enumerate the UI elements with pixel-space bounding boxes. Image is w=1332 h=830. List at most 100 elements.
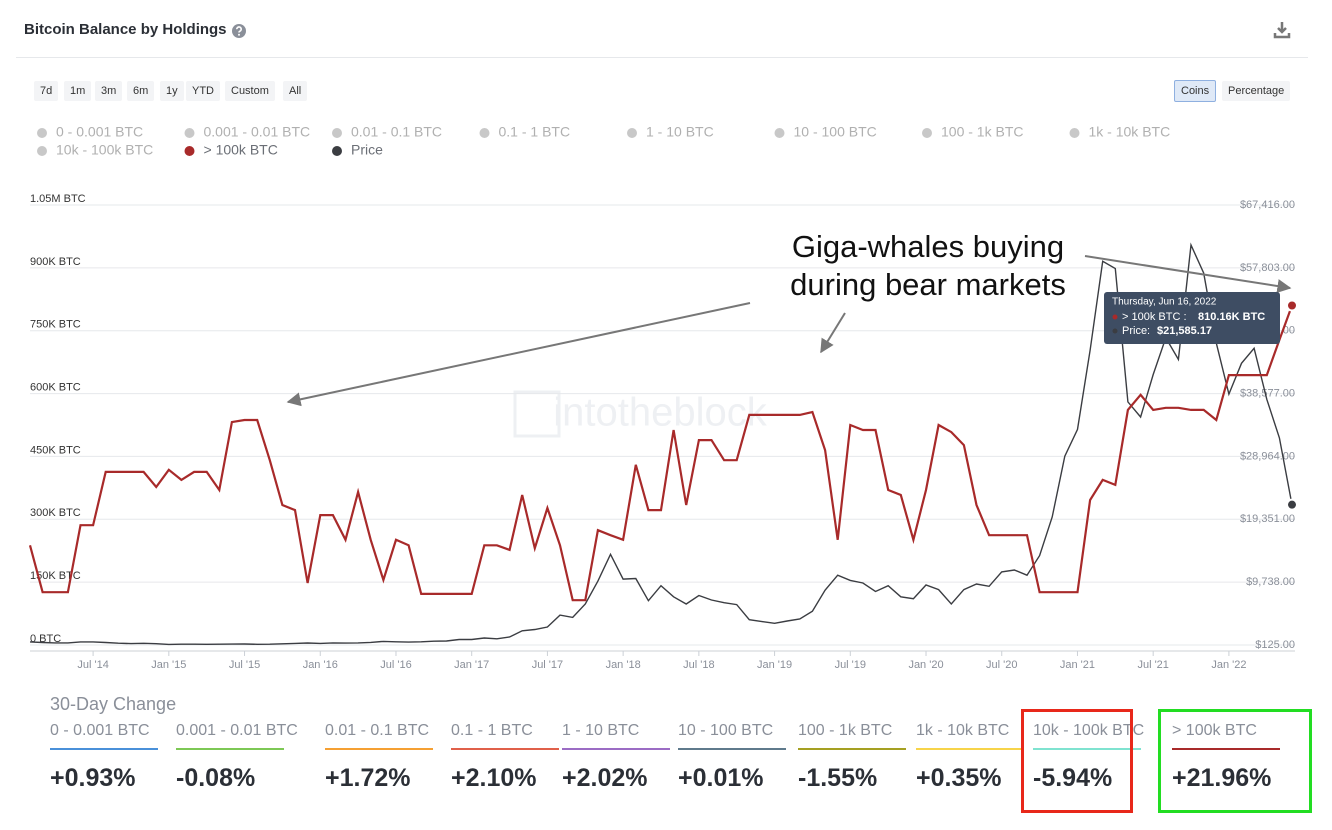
change-name: 10k - 100k BTC [1033, 722, 1145, 739]
y-tick-label: 450K BTC [30, 444, 81, 456]
y2-tick-label: $38,577.00 [1240, 387, 1295, 399]
x-tick-label: Jul '19 [835, 659, 866, 671]
divider [16, 57, 1308, 58]
tooltip-price: $21,585.17 [1157, 325, 1212, 337]
watermark: intotheblock [553, 391, 767, 435]
title: Bitcoin Balance by Holdings [24, 21, 227, 38]
y-tick-label: 900K BTC [30, 256, 81, 268]
change-value: -1.55% [798, 764, 878, 792]
change-underline [562, 748, 670, 750]
change-underline [1033, 748, 1141, 750]
x-tick-label: Jul '18 [683, 659, 714, 671]
change-value: +21.96% [1172, 764, 1272, 792]
annotation-arrow [820, 312, 846, 354]
legend-label[interactable]: 10 - 100 BTC [794, 124, 877, 140]
legend-label[interactable]: 0 - 0.001 BTC [56, 124, 143, 140]
change-name: 10 - 100 BTC [678, 722, 774, 739]
legend-marker [332, 128, 342, 138]
series-line [29, 242, 1293, 646]
x-tick-label: Jan '19 [757, 659, 792, 671]
change-value: +0.01% [678, 764, 764, 792]
change-value: +2.10% [451, 764, 537, 792]
legend-marker [627, 128, 637, 138]
y2-tick-label: $125.00 [1255, 639, 1295, 651]
tooltip-date: Thursday, Jun 16, 2022 [1112, 297, 1217, 308]
y-tick-label: 300K BTC [30, 507, 81, 519]
change-name: > 100k BTC [1172, 722, 1257, 739]
legend-label[interactable]: 0.01 - 0.1 BTC [351, 124, 442, 140]
tooltip-marker [1112, 328, 1118, 334]
change-column: 10 - 100 BTC +0.01% [678, 722, 796, 793]
range-button[interactable]: 1m [64, 81, 92, 101]
legend-marker [332, 146, 342, 156]
y-tick-label: 150K BTC [30, 570, 81, 582]
annotation-arrow [1084, 255, 1292, 293]
legend-marker [184, 146, 195, 156]
annotation: during bear markets [790, 267, 1066, 302]
x-tick-label: Jan '21 [1060, 659, 1095, 671]
range-button[interactable]: Custom [225, 81, 275, 101]
y2-tick-label: $19,351.00 [1240, 513, 1295, 525]
y2-tick-label: $28,964.00 [1240, 450, 1295, 462]
y-tick-label: 600K BTC [30, 381, 81, 393]
legend-marker [774, 128, 785, 138]
change-name: 0 - 0.001 BTC [50, 722, 150, 739]
change-value: +2.02% [562, 764, 648, 792]
change-name: 1k - 10k BTC [916, 722, 1010, 739]
legend-label[interactable]: > 100k BTC [204, 142, 278, 158]
legend-label[interactable]: 100 - 1k BTC [941, 124, 1023, 140]
change-underline [798, 748, 906, 750]
x-tick-label: Jul '20 [986, 659, 1017, 671]
chart: 0 - 0.001 BTC 0.001 - 0.01 BTC 0.01 - 0.1 … [28, 124, 1298, 671]
x-tick-label: Jan '15 [151, 659, 186, 671]
change-name: 0.001 - 0.01 BTC [176, 722, 298, 739]
change-column: 0.001 - 0.01 BTC -0.08% [176, 722, 298, 793]
change-underline [678, 748, 786, 750]
legend-marker [1069, 128, 1080, 138]
x-tick-label: Jan '20 [908, 659, 943, 671]
change-name: 100 - 1k BTC [798, 722, 893, 739]
legend-label[interactable]: 0.001 - 0.01 BTC [204, 124, 311, 140]
change-underline [1172, 748, 1280, 750]
legend-label[interactable]: 1 - 10 BTC [646, 124, 714, 140]
legend-label[interactable]: Price [351, 142, 383, 158]
x-tick-label: Jul '21 [1137, 659, 1168, 671]
watermark-logo [513, 390, 561, 438]
change-column: 1 - 10 BTC +2.02% [562, 722, 680, 793]
y2-tick-label: $57,803.00 [1240, 262, 1295, 274]
download-icon[interactable] [1272, 20, 1292, 40]
legend-marker [184, 128, 195, 138]
change-name: 0.1 - 1 BTC [451, 722, 533, 739]
view-button[interactable]: Coins [1174, 80, 1217, 102]
x-tick-label: Jan '22 [1211, 659, 1246, 671]
hover-point [1286, 498, 1298, 511]
tooltip-series: > 100k BTC : [1122, 311, 1187, 323]
tooltip-value: 810.16K BTC [1198, 311, 1265, 323]
change-value: -0.08% [176, 764, 256, 792]
view-button[interactable]: Percentage [1222, 81, 1291, 101]
legend-label[interactable]: 10k - 100k BTC [56, 142, 153, 158]
range-button[interactable]: 7d [34, 81, 59, 101]
change-underline [50, 748, 158, 750]
change-underline [325, 748, 433, 750]
change-title: 30-Day Change [50, 694, 177, 714]
x-tick-label: Jul '14 [77, 659, 108, 671]
x-tick-label: Jul '16 [380, 659, 411, 671]
range-button[interactable]: All [283, 81, 308, 101]
legend-label[interactable]: 0.1 - 1 BTC [499, 124, 571, 140]
range-button[interactable]: 3m [95, 81, 123, 101]
change-column: 1k - 10k BTC +0.35% [916, 722, 1034, 793]
help-icon[interactable] [231, 23, 247, 39]
range-button[interactable]: 6m [127, 81, 155, 101]
y2-tick-label: $67,416.00 [1240, 199, 1295, 211]
range-button[interactable]: 1y [160, 81, 184, 101]
range-button[interactable]: YTD [186, 81, 220, 101]
change-column: 0.1 - 1 BTC +2.10% [451, 722, 569, 793]
y2-tick-label: $9,738.00 [1246, 576, 1295, 588]
highlight-box [1021, 709, 1133, 813]
change-column: 10k - 100k BTC -5.94% [1033, 722, 1151, 793]
change-underline [176, 748, 284, 750]
legend-label[interactable]: 1k - 10k BTC [1089, 124, 1171, 140]
legend-marker [37, 146, 47, 156]
change-name: 0.01 - 0.1 BTC [325, 722, 430, 739]
